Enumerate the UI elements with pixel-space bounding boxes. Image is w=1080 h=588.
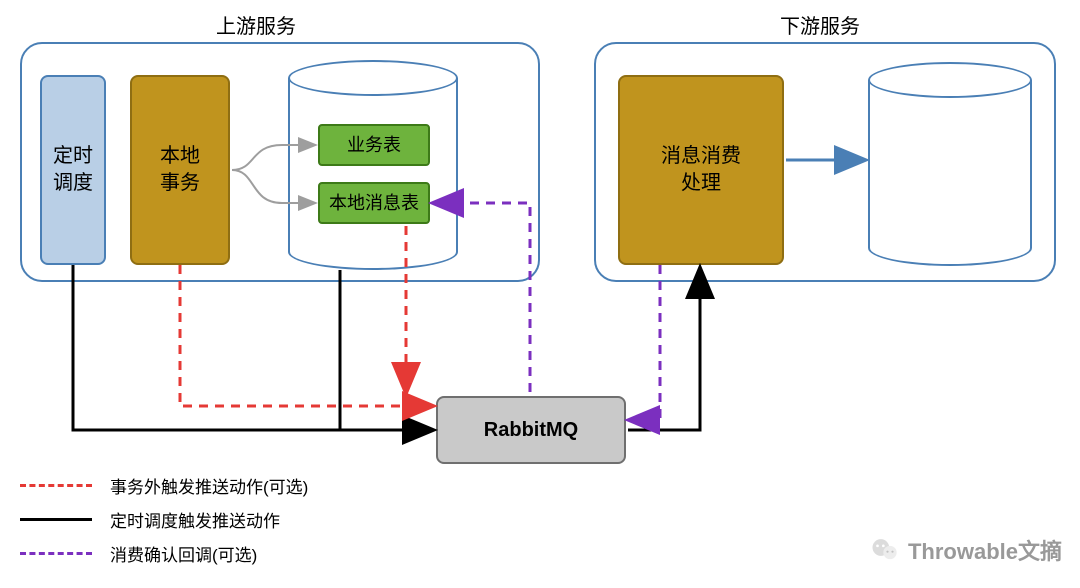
line-callback-consumer [630,265,660,420]
diagram-canvas: 上游服务 下游服务 定时 调度 本地 事务 业务表 本地消息表 消息消费 处理 … [0,0,1080,588]
legend-row: 消费确认回调(可选) [20,536,308,570]
legend-swatch-black [20,518,92,521]
downstream-db-cylinder [868,62,1032,266]
local-tx-box: 本地 事务 [130,75,230,265]
rabbitmq-box: RabbitMQ [436,396,626,464]
legend-row: 定时调度触发推送动作 [20,502,308,536]
legend-swatch-red [20,484,92,487]
legend-swatch-purple [20,552,92,555]
line-mq-to-consumer [628,269,700,430]
wechat-icon [870,535,900,565]
legend-label: 事务外触发推送动作(可选) [110,473,308,498]
line-tx-to-mq [180,265,432,406]
legend: 事务外触发推送动作(可选) 定时调度触发推送动作 消费确认回调(可选) [20,468,308,570]
watermark: Throwable文摘 [870,534,1062,566]
biz-table-box: 业务表 [318,124,430,166]
scheduler-box: 定时 调度 [40,75,106,265]
upstream-title: 上游服务 [216,10,296,39]
line-scheduler-to-mq [73,265,432,430]
legend-label: 定时调度触发推送动作 [110,507,280,532]
legend-row: 事务外触发推送动作(可选) [20,468,308,502]
downstream-title: 下游服务 [780,10,860,39]
msg-table-box: 本地消息表 [318,182,430,224]
consumer-box: 消息消费 处理 [618,75,784,265]
line-db-to-mq [340,270,432,430]
legend-label: 消费确认回调(可选) [110,541,257,566]
watermark-text: Throwable文摘 [908,534,1062,566]
